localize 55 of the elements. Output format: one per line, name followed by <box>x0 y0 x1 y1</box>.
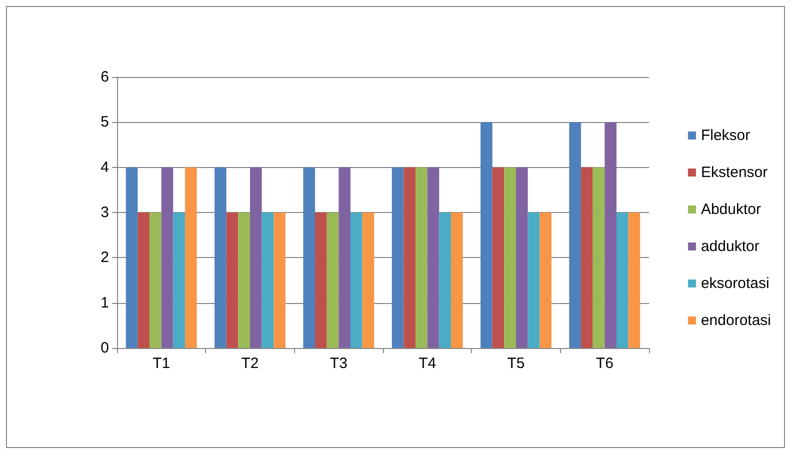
bar <box>184 167 197 348</box>
legend-label: endorotasi <box>700 312 772 329</box>
x-tick-label: T4 <box>418 355 436 372</box>
bar <box>540 212 552 348</box>
legend-label: eksorotasi <box>700 275 770 292</box>
bar <box>315 212 327 348</box>
bar <box>450 212 463 348</box>
bar <box>274 212 286 348</box>
x-tick-label: T5 <box>507 355 525 372</box>
bar <box>628 212 640 348</box>
bar <box>439 212 451 348</box>
bar <box>427 167 440 348</box>
bar <box>303 167 316 348</box>
bar <box>504 167 516 348</box>
bar <box>492 167 504 348</box>
bar <box>250 167 262 348</box>
legend-label: Fleksor <box>700 127 750 144</box>
bar <box>326 212 339 348</box>
bar <box>616 212 628 348</box>
y-tick-label: 3 <box>100 204 109 221</box>
bar <box>581 167 593 348</box>
bar <box>392 167 404 348</box>
x-tick-label: T1 <box>152 355 170 372</box>
y-tick-label: 5 <box>100 114 109 131</box>
bar <box>604 122 616 348</box>
bar <box>362 212 374 348</box>
bar <box>528 212 540 348</box>
bar <box>416 167 428 348</box>
bar <box>592 167 605 348</box>
bar <box>126 167 138 348</box>
bar <box>516 167 528 348</box>
x-tick-label: T6 <box>596 355 614 372</box>
y-tick-label: 1 <box>100 294 109 312</box>
y-tick-label: 6 <box>100 68 109 86</box>
bar <box>173 212 185 348</box>
bar <box>214 167 226 348</box>
bar <box>238 212 250 348</box>
y-tick-label: 4 <box>100 158 109 176</box>
bar <box>350 212 362 348</box>
bar <box>338 167 350 348</box>
bar <box>404 167 416 348</box>
x-tick-label: T3 <box>330 355 348 372</box>
legend-label: Abduktor <box>700 201 761 218</box>
bar <box>262 212 274 348</box>
x-tick-label: T2 <box>241 355 259 372</box>
bar <box>569 122 582 348</box>
legend-label: adduktor <box>700 238 760 255</box>
legend-label: Ekstensor <box>700 164 768 181</box>
bar <box>138 212 150 348</box>
y-tick-label: 0 <box>100 340 109 356</box>
bar <box>161 167 174 348</box>
bar <box>480 122 492 348</box>
bar <box>150 212 162 348</box>
y-tick-label: 2 <box>100 249 109 266</box>
bar <box>226 212 238 348</box>
